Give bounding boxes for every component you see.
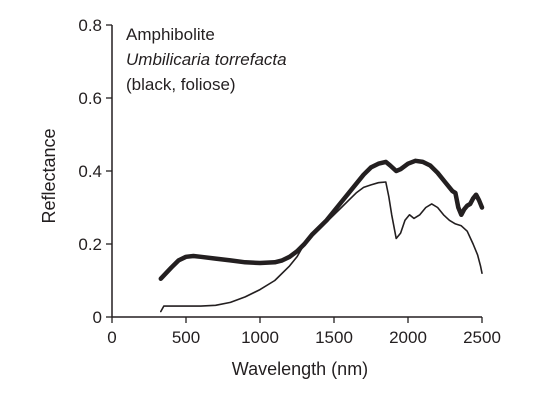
series-layer (158, 158, 485, 313)
x-tick-label: 0 (107, 328, 116, 347)
x-tick-label: 2500 (463, 328, 501, 347)
y-tick-label: 0.6 (78, 89, 102, 108)
x-tick-label: 1000 (241, 328, 279, 347)
y-tick-label: 0.4 (78, 162, 102, 181)
series-line-thin (160, 181, 483, 313)
y-tick-label: 0.8 (78, 16, 102, 35)
axis-labels: Wavelength (nm) Reflectance (39, 128, 368, 379)
ticks: 0 500 1000 1500 2000 2500 0 0.2 0.4 0.6 0.8 (78, 16, 501, 347)
x-tick-label: 500 (172, 328, 200, 347)
y-tick-label: 0 (93, 308, 102, 327)
annotation-species: Umbilicaria torrefacta (126, 50, 287, 69)
x-tick-label: 1500 (315, 328, 353, 347)
y-axis-label: Reflectance (39, 128, 59, 223)
annotation-rock-type: Amphibolite (126, 25, 215, 44)
annotations: Amphibolite Umbilicaria torrefacta (blac… (126, 25, 287, 94)
x-tick-label: 2000 (389, 328, 427, 347)
y-tick-label: 0.2 (78, 235, 102, 254)
x-axis-label: Wavelength (nm) (232, 359, 368, 379)
annotation-description: (black, foliose) (126, 75, 236, 94)
series-line-thick (158, 158, 485, 281)
